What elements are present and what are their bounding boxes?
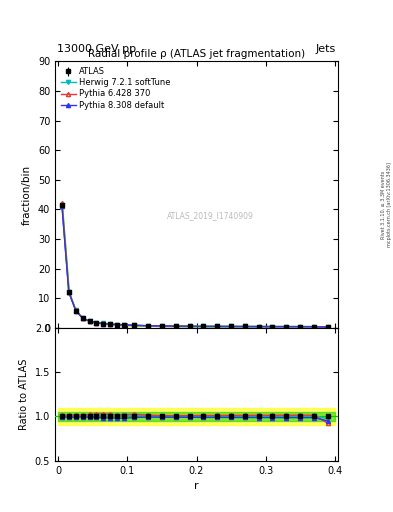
Pythia 6.428 370 xyxy=(229,324,233,330)
Pythia 8.308 default xyxy=(215,323,220,329)
Herwig 7.2.1 softTune xyxy=(87,318,92,324)
Text: Rivet 3.1.10, ≥ 3.3M events: Rivet 3.1.10, ≥ 3.3M events xyxy=(381,170,386,239)
Pythia 8.308 default xyxy=(146,323,151,329)
Pythia 8.308 default xyxy=(173,323,178,329)
Pythia 6.428 370 xyxy=(94,319,99,326)
Text: Jets: Jets xyxy=(316,44,336,54)
Pythia 8.308 default xyxy=(101,321,106,327)
Y-axis label: fraction/bin: fraction/bin xyxy=(22,164,32,225)
Pythia 8.308 default xyxy=(108,321,112,327)
Herwig 7.2.1 softTune xyxy=(108,321,112,327)
Pythia 8.308 default xyxy=(115,322,119,328)
Text: mcplots.cern.ch [arXiv:1306.3436]: mcplots.cern.ch [arXiv:1306.3436] xyxy=(387,162,391,247)
Pythia 8.308 default xyxy=(229,324,233,330)
Herwig 7.2.1 softTune xyxy=(80,315,85,321)
Herwig 7.2.1 softTune xyxy=(115,322,119,328)
Pythia 6.428 370 xyxy=(215,323,220,329)
Pythia 6.428 370 xyxy=(270,324,275,330)
Pythia 6.428 370 xyxy=(60,200,64,206)
Herwig 7.2.1 softTune xyxy=(66,289,71,295)
Pythia 6.428 370 xyxy=(87,318,92,324)
Pythia 6.428 370 xyxy=(187,323,192,329)
Pythia 6.428 370 xyxy=(242,324,247,330)
Herwig 7.2.1 softTune xyxy=(146,323,151,329)
Herwig 7.2.1 softTune xyxy=(94,319,99,326)
Herwig 7.2.1 softTune xyxy=(312,324,316,330)
Pythia 8.308 default xyxy=(325,324,330,330)
Pythia 8.308 default xyxy=(122,322,127,328)
Pythia 6.428 370 xyxy=(122,322,127,328)
Pythia 8.308 default xyxy=(270,324,275,330)
Pythia 8.308 default xyxy=(87,318,92,324)
Text: ATLAS_2019_I1740909: ATLAS_2019_I1740909 xyxy=(167,211,254,220)
Pythia 8.308 default xyxy=(256,324,261,330)
Herwig 7.2.1 softTune xyxy=(73,307,78,313)
Pythia 8.308 default xyxy=(187,323,192,329)
Herwig 7.2.1 softTune xyxy=(325,324,330,330)
Pythia 8.308 default xyxy=(66,289,71,295)
Herwig 7.2.1 softTune xyxy=(298,324,302,330)
Pythia 8.308 default xyxy=(94,319,99,326)
Pythia 8.308 default xyxy=(242,324,247,330)
Pythia 8.308 default xyxy=(73,308,78,314)
Herwig 7.2.1 softTune xyxy=(173,323,178,329)
Pythia 6.428 370 xyxy=(66,289,71,295)
Legend: ATLAS, Herwig 7.2.1 softTune, Pythia 6.428 370, Pythia 8.308 default: ATLAS, Herwig 7.2.1 softTune, Pythia 6.4… xyxy=(59,66,173,111)
Pythia 6.428 370 xyxy=(108,321,112,327)
Herwig 7.2.1 softTune xyxy=(201,323,206,329)
Herwig 7.2.1 softTune xyxy=(215,323,220,329)
Pythia 8.308 default xyxy=(80,315,85,322)
Herwig 7.2.1 softTune xyxy=(242,324,247,330)
Pythia 6.428 370 xyxy=(146,323,151,329)
Pythia 6.428 370 xyxy=(284,324,288,330)
Pythia 8.308 default xyxy=(160,323,164,329)
Pythia 6.428 370 xyxy=(256,324,261,330)
Pythia 6.428 370 xyxy=(160,323,164,329)
Herwig 7.2.1 softTune xyxy=(122,322,127,328)
Herwig 7.2.1 softTune xyxy=(60,202,64,208)
Pythia 8.308 default xyxy=(132,322,137,328)
Pythia 6.428 370 xyxy=(201,323,206,329)
Herwig 7.2.1 softTune xyxy=(284,324,288,330)
Pythia 6.428 370 xyxy=(298,324,302,330)
X-axis label: r: r xyxy=(194,481,199,491)
Pythia 6.428 370 xyxy=(73,307,78,313)
Pythia 8.308 default xyxy=(298,324,302,330)
Pythia 6.428 370 xyxy=(115,322,119,328)
Y-axis label: Ratio to ATLAS: Ratio to ATLAS xyxy=(19,358,29,430)
Herwig 7.2.1 softTune xyxy=(101,321,106,327)
Herwig 7.2.1 softTune xyxy=(132,322,137,328)
Herwig 7.2.1 softTune xyxy=(160,323,164,329)
Pythia 8.308 default xyxy=(201,323,206,329)
Title: Radial profile ρ (ATLAS jet fragmentation): Radial profile ρ (ATLAS jet fragmentatio… xyxy=(88,49,305,59)
Pythia 6.428 370 xyxy=(101,321,106,327)
Pythia 6.428 370 xyxy=(80,315,85,321)
Herwig 7.2.1 softTune xyxy=(187,323,192,329)
Pythia 6.428 370 xyxy=(312,324,316,330)
Pythia 6.428 370 xyxy=(132,322,137,328)
Line: Pythia 8.308 default: Pythia 8.308 default xyxy=(60,203,330,329)
Pythia 8.308 default xyxy=(60,202,64,208)
Line: Pythia 6.428 370: Pythia 6.428 370 xyxy=(60,201,330,329)
Line: Herwig 7.2.1 softTune: Herwig 7.2.1 softTune xyxy=(60,203,330,329)
Pythia 6.428 370 xyxy=(325,324,330,330)
Herwig 7.2.1 softTune xyxy=(229,324,233,330)
Pythia 8.308 default xyxy=(284,324,288,330)
Pythia 8.308 default xyxy=(312,324,316,330)
Pythia 6.428 370 xyxy=(173,323,178,329)
Herwig 7.2.1 softTune xyxy=(270,324,275,330)
Text: 13000 GeV pp: 13000 GeV pp xyxy=(57,44,136,54)
Herwig 7.2.1 softTune xyxy=(256,324,261,330)
